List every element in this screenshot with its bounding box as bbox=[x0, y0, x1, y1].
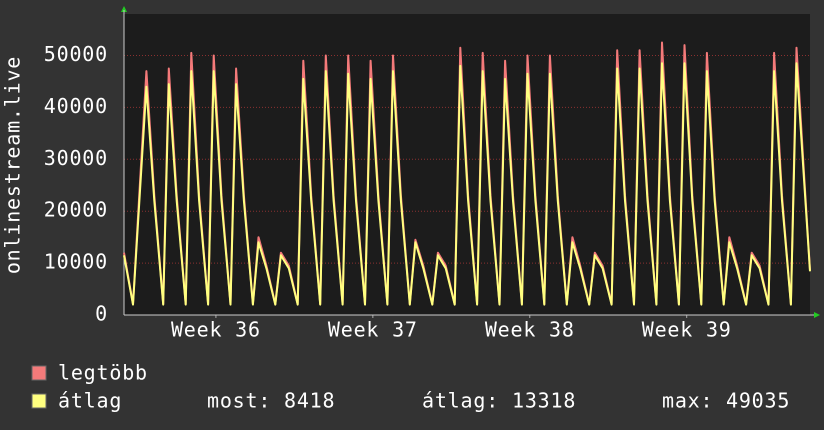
y-tick-label: 50000 bbox=[44, 42, 108, 66]
y-tick-label: 0 bbox=[95, 302, 108, 326]
y-tick-label: 10000 bbox=[44, 250, 108, 274]
legend-swatch bbox=[31, 393, 47, 409]
x-tick-label: Week 38 bbox=[485, 318, 575, 342]
axis-arrow bbox=[814, 312, 820, 318]
stat-label: átlag: bbox=[422, 389, 499, 413]
stat-value: 13318 bbox=[512, 389, 576, 413]
series-line bbox=[123, 62, 811, 306]
legend-swatch bbox=[31, 365, 47, 381]
legend-label: átlag bbox=[58, 389, 122, 413]
y-tick-label: 40000 bbox=[44, 94, 108, 118]
y-tick-label: 30000 bbox=[44, 146, 108, 170]
x-tick-label: Week 36 bbox=[171, 318, 261, 342]
y-axis-label: onlinestream.live bbox=[1, 56, 25, 274]
stat-label: max: bbox=[662, 389, 713, 413]
x-tick-label: Week 37 bbox=[328, 318, 418, 342]
stat-value: 49035 bbox=[726, 389, 790, 413]
stat-label: most: bbox=[207, 389, 271, 413]
x-tick-label: Week 39 bbox=[642, 318, 732, 342]
stat-value: 8418 bbox=[284, 389, 335, 413]
y-tick-label: 20000 bbox=[44, 198, 108, 222]
axis-arrow bbox=[121, 6, 127, 12]
legend-label: legtöbb bbox=[58, 361, 148, 385]
